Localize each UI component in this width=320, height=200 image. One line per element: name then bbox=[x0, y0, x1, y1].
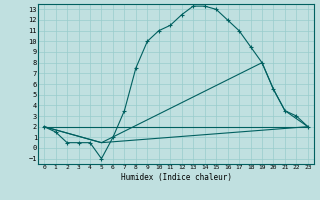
X-axis label: Humidex (Indice chaleur): Humidex (Indice chaleur) bbox=[121, 173, 231, 182]
